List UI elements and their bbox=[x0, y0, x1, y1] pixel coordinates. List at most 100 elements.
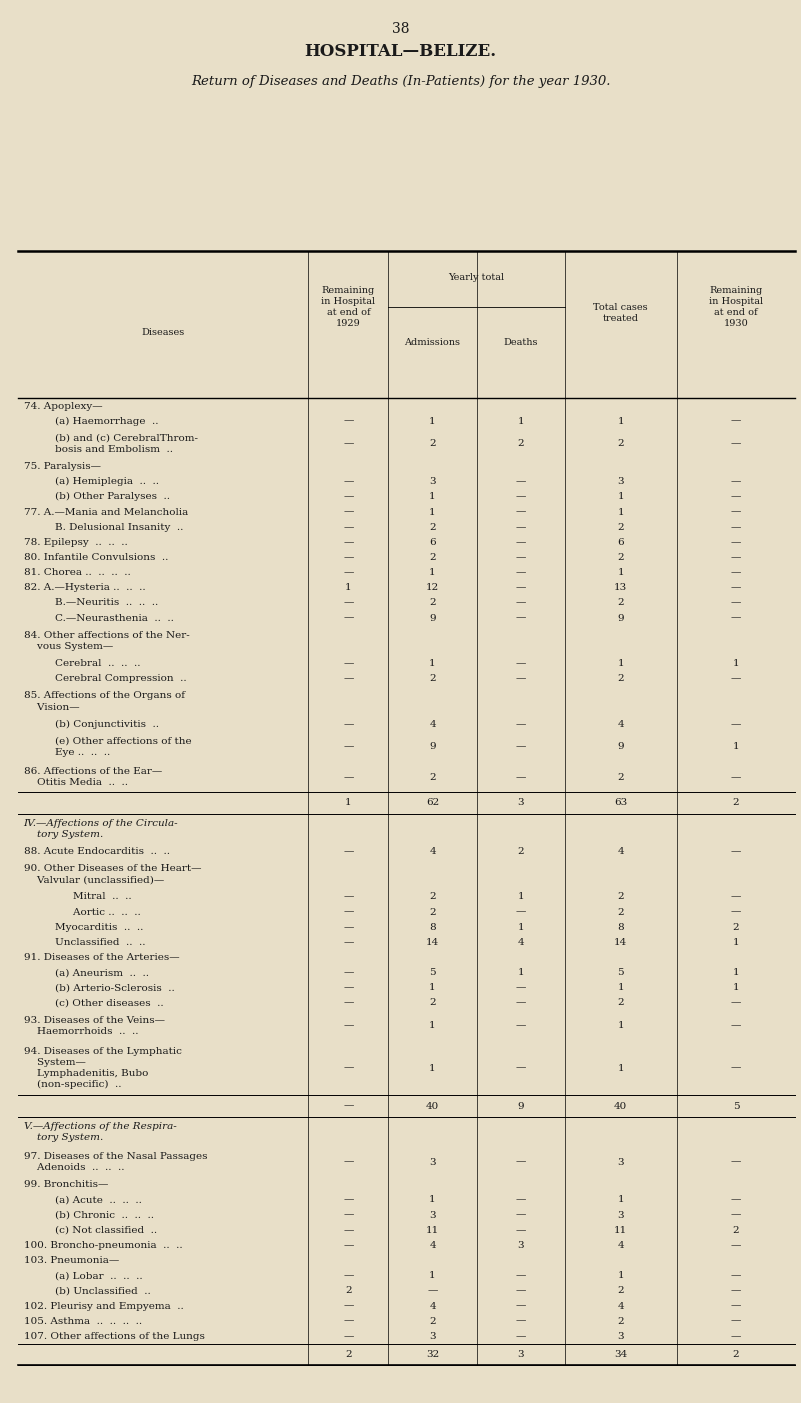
Text: 1: 1 bbox=[618, 492, 624, 501]
Text: 1: 1 bbox=[618, 1063, 624, 1073]
Text: —: — bbox=[731, 1021, 741, 1030]
Text: —: — bbox=[344, 847, 353, 856]
Text: —: — bbox=[516, 1287, 525, 1295]
Text: —: — bbox=[516, 1331, 525, 1341]
Text: 4: 4 bbox=[429, 1240, 436, 1250]
Text: —: — bbox=[731, 847, 741, 856]
Text: —: — bbox=[731, 892, 741, 902]
Text: 1: 1 bbox=[618, 1021, 624, 1030]
Text: 1: 1 bbox=[618, 1271, 624, 1280]
Text: Diseases: Diseases bbox=[142, 328, 184, 337]
Text: —: — bbox=[731, 1195, 741, 1204]
Text: C.—Neurasthenia  ..  ..: C.—Neurasthenia .. .. bbox=[42, 613, 174, 623]
Text: 9: 9 bbox=[429, 613, 436, 623]
Text: 85. Affections of the Organs of
    Vision—: 85. Affections of the Organs of Vision— bbox=[23, 692, 184, 711]
Text: 78. Epilepsy  ..  ..  ..: 78. Epilepsy .. .. .. bbox=[23, 537, 127, 547]
Text: —: — bbox=[344, 1271, 353, 1280]
Text: 2: 2 bbox=[345, 1287, 352, 1295]
Text: —: — bbox=[516, 984, 525, 992]
Text: —: — bbox=[731, 1287, 741, 1295]
Text: 9: 9 bbox=[517, 1101, 524, 1111]
Text: 9: 9 bbox=[618, 613, 624, 623]
Text: 5: 5 bbox=[618, 968, 624, 978]
Text: 1: 1 bbox=[733, 984, 739, 992]
Text: 1: 1 bbox=[517, 923, 524, 932]
Text: 2: 2 bbox=[429, 439, 436, 449]
Text: —: — bbox=[516, 537, 525, 547]
Text: 102. Pleurisy and Empyema  ..: 102. Pleurisy and Empyema .. bbox=[23, 1302, 183, 1310]
Text: —: — bbox=[516, 568, 525, 577]
Text: —: — bbox=[344, 908, 353, 916]
Text: 1: 1 bbox=[618, 1195, 624, 1204]
Text: 1: 1 bbox=[345, 584, 352, 592]
Text: —: — bbox=[731, 417, 741, 425]
Text: —: — bbox=[344, 537, 353, 547]
Text: 3: 3 bbox=[618, 477, 624, 487]
Text: —: — bbox=[731, 477, 741, 487]
Text: —: — bbox=[344, 742, 353, 752]
Text: —: — bbox=[516, 508, 525, 516]
Text: 14: 14 bbox=[614, 937, 627, 947]
Text: —: — bbox=[344, 937, 353, 947]
Text: —: — bbox=[516, 999, 525, 1007]
Text: —: — bbox=[516, 1211, 525, 1219]
Text: 62: 62 bbox=[426, 798, 439, 808]
Text: —: — bbox=[516, 477, 525, 487]
Text: 1: 1 bbox=[618, 568, 624, 577]
Text: 8: 8 bbox=[429, 923, 436, 932]
Text: Aortic ..  ..  ..: Aortic .. .. .. bbox=[59, 908, 140, 916]
Text: —: — bbox=[731, 553, 741, 563]
Text: 3: 3 bbox=[618, 1157, 624, 1166]
Text: —: — bbox=[516, 599, 525, 607]
Text: —: — bbox=[516, 1157, 525, 1166]
Text: 3: 3 bbox=[517, 798, 524, 808]
Text: 81. Chorea ..  ..  ..  ..: 81. Chorea .. .. .. .. bbox=[23, 568, 131, 577]
Text: (b) Unclassified  ..: (b) Unclassified .. bbox=[42, 1287, 151, 1295]
Text: 75. Paralysis—: 75. Paralysis— bbox=[23, 462, 101, 471]
Text: —: — bbox=[731, 584, 741, 592]
Text: —: — bbox=[516, 1302, 525, 1310]
Text: —: — bbox=[731, 1331, 741, 1341]
Text: 2: 2 bbox=[429, 675, 436, 683]
Text: 4: 4 bbox=[429, 1302, 436, 1310]
Text: —: — bbox=[344, 1101, 353, 1111]
Text: 4: 4 bbox=[429, 720, 436, 728]
Text: 100. Broncho-pneumonia  ..  ..: 100. Broncho-pneumonia .. .. bbox=[23, 1240, 183, 1250]
Text: 1: 1 bbox=[429, 1271, 436, 1280]
Text: —: — bbox=[731, 1063, 741, 1073]
Text: 88. Acute Endocarditis  ..  ..: 88. Acute Endocarditis .. .. bbox=[23, 847, 170, 856]
Text: —: — bbox=[344, 417, 353, 425]
Text: —: — bbox=[344, 720, 353, 728]
Text: 1: 1 bbox=[429, 417, 436, 425]
Text: —: — bbox=[344, 599, 353, 607]
Text: —: — bbox=[516, 553, 525, 563]
Text: —: — bbox=[344, 613, 353, 623]
Text: 2: 2 bbox=[618, 1316, 624, 1326]
Text: 94. Diseases of the Lymphatic
    System—
    Lymphadenitis, Bubo
    (non-speci: 94. Diseases of the Lymphatic System— Ly… bbox=[23, 1047, 182, 1089]
Text: —: — bbox=[731, 773, 741, 781]
Text: 1: 1 bbox=[517, 892, 524, 902]
Text: —: — bbox=[516, 908, 525, 916]
Text: —: — bbox=[344, 1240, 353, 1250]
Text: —: — bbox=[731, 720, 741, 728]
Text: (a) Hemiplegia  ..  ..: (a) Hemiplegia .. .. bbox=[42, 477, 159, 487]
Text: (a) Acute  ..  ..  ..: (a) Acute .. .. .. bbox=[42, 1195, 142, 1204]
Text: 91. Diseases of the Arteries—: 91. Diseases of the Arteries— bbox=[23, 953, 179, 962]
Text: 1: 1 bbox=[618, 984, 624, 992]
Text: 99. Bronchitis—: 99. Bronchitis— bbox=[23, 1180, 108, 1190]
Text: 2: 2 bbox=[618, 599, 624, 607]
Text: 4: 4 bbox=[618, 720, 624, 728]
Text: —: — bbox=[344, 923, 353, 932]
Text: 11: 11 bbox=[426, 1226, 439, 1235]
Text: B.—Neuritis  ..  ..  ..: B.—Neuritis .. .. .. bbox=[42, 599, 158, 607]
Text: —: — bbox=[344, 439, 353, 449]
Text: 2: 2 bbox=[429, 892, 436, 902]
Text: 2: 2 bbox=[429, 773, 436, 781]
Text: 1: 1 bbox=[733, 659, 739, 668]
Text: —: — bbox=[731, 599, 741, 607]
Text: 5: 5 bbox=[429, 968, 436, 978]
Text: —: — bbox=[344, 675, 353, 683]
Text: B. Delusional Insanity  ..: B. Delusional Insanity .. bbox=[42, 523, 183, 532]
Text: 82. A.—Hysteria ..  ..  ..: 82. A.—Hysteria .. .. .. bbox=[23, 584, 145, 592]
Text: —: — bbox=[344, 1195, 353, 1204]
